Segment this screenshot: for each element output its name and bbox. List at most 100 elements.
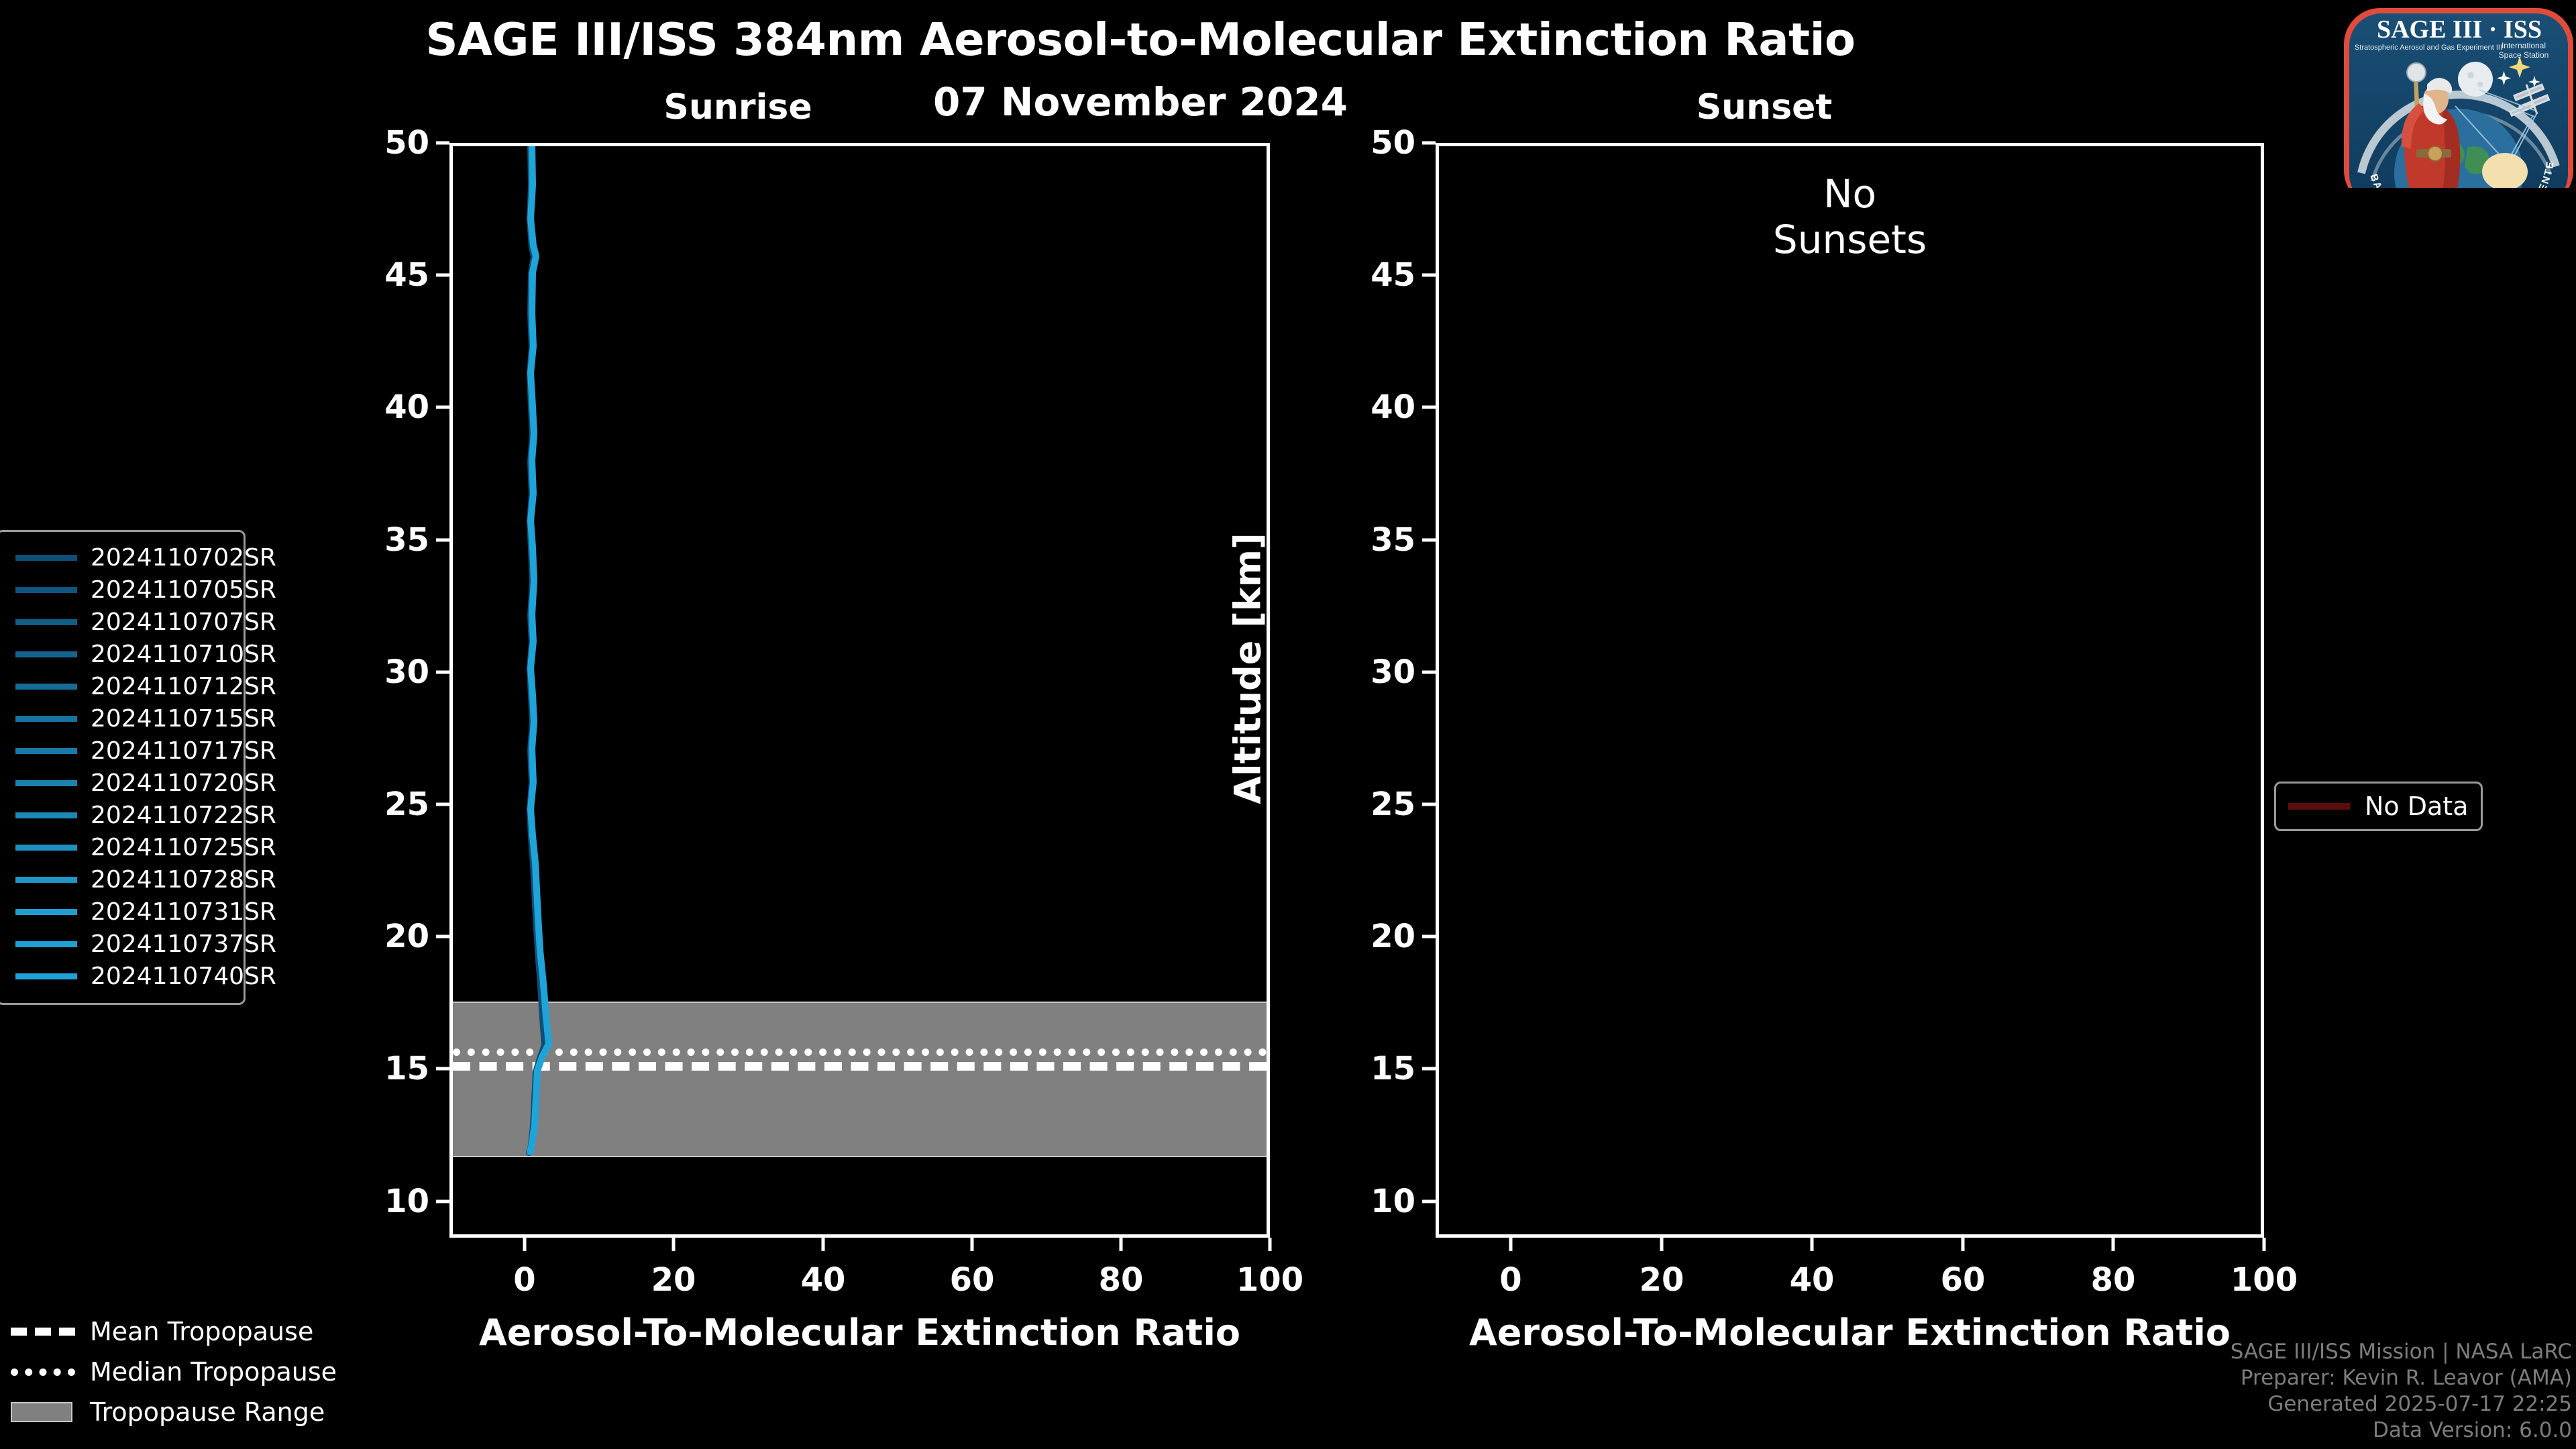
xtick-label-sunset-60: 60 (1940, 1261, 1986, 1299)
no-data-label: No Data (2365, 792, 2469, 821)
ytick-mark-sunset-50 (1422, 141, 1436, 145)
ytick-label-sunrise-25: 25 (384, 786, 429, 823)
sunset-plot-canvas (1439, 146, 2261, 1234)
tropopause-legend-mean-row: Mean Tropopause (11, 1311, 386, 1352)
ytick-mark-sunset-35 (1422, 538, 1436, 542)
legend-item[interactable]: 2024110728SR (5, 863, 276, 896)
svg-text:Space Station: Space Station (2499, 50, 2549, 60)
legend-item[interactable]: 2024110707SR (5, 606, 276, 638)
xtick-mark-sunset-80 (2111, 1238, 2115, 1251)
ytick-label-sunset-20: 20 (1371, 918, 1415, 955)
xtick-mark-sunset-40 (1810, 1238, 1814, 1251)
filled-band-icon (11, 1402, 75, 1422)
legend-line-swatch (15, 619, 77, 625)
legend-item-label: 2024110740SR (91, 962, 276, 990)
ytick-mark-sunrise-30 (436, 670, 449, 674)
credit-version: Data Version: 6.0.0 (2372, 1417, 2572, 1442)
ytick-label-sunrise-40: 40 (384, 388, 429, 426)
ytick-label-sunrise-20: 20 (384, 918, 429, 955)
ytick-label-sunset-50: 50 (1371, 124, 1415, 162)
legend-item[interactable]: 2024110725SR (5, 831, 276, 863)
ytick-mark-sunset-25 (1422, 802, 1436, 806)
legend-item[interactable]: 2024110710SR (5, 638, 276, 670)
ytick-label-sunrise-45: 45 (384, 256, 429, 294)
legend-item[interactable]: 2024110720SR (5, 767, 276, 799)
sunset-yaxis-title: Altitude [km] (1226, 533, 1269, 804)
ytick-label-sunrise-50: 50 (384, 124, 429, 162)
legend-line-swatch (15, 844, 77, 851)
page-title: SAGE III/ISS 384nm Aerosol-to-Molecular … (425, 13, 1856, 66)
legend-item-label: 2024110705SR (91, 576, 276, 604)
ytick-mark-sunset-40 (1422, 405, 1436, 409)
legend-item-label: 2024110725SR (91, 833, 276, 861)
ytick-label-sunset-35: 35 (1371, 521, 1415, 559)
credit-generated: Generated 2025-07-17 22:25 (2267, 1391, 2572, 1416)
credit-preparer: Preparer: Kevin R. Leavor (AMA) (2240, 1365, 2572, 1390)
ytick-mark-sunrise-20 (436, 934, 449, 938)
median-tropopause-label: Median Tropopause (90, 1357, 337, 1387)
legend-item[interactable]: 2024110715SR (5, 702, 276, 735)
legend-item-label: 2024110737SR (91, 930, 276, 958)
legend-line-swatch (15, 586, 77, 593)
legend-line-swatch (15, 683, 77, 690)
xtick-label-sunrise-80: 80 (1098, 1261, 1144, 1299)
legend-item[interactable]: 2024110702SR (5, 541, 276, 574)
xtick-label-sunset-0: 0 (1499, 1261, 1522, 1299)
ytick-label-sunrise-35: 35 (384, 521, 429, 559)
legend-item[interactable]: 2024110740SR (5, 960, 276, 992)
ytick-mark-sunset-45 (1422, 273, 1436, 277)
credit-mission: SAGE III/ISS Mission | NASA LaRC (2230, 1339, 2572, 1364)
legend-item-label: 2024110731SR (91, 898, 276, 926)
ytick-mark-sunrise-15 (436, 1067, 449, 1071)
legend-item-label: 2024110720SR (91, 769, 276, 797)
legend-item-label: 2024110710SR (91, 640, 276, 668)
legend-item[interactable]: 2024110705SR (5, 574, 276, 606)
sage-iii-iss-mission-patch-logo: BALL · NASA LANGLEY RESEARCH CENTER · ES… (2341, 5, 2576, 188)
legend-line-swatch (15, 876, 77, 883)
legend-item[interactable]: 2024110717SR (5, 735, 276, 767)
ytick-label-sunset-25: 25 (1371, 786, 1415, 823)
legend-line-swatch (15, 812, 77, 818)
xtick-label-sunrise-0: 0 (513, 1261, 536, 1299)
xtick-mark-sunrise-60 (970, 1238, 974, 1251)
ytick-label-sunset-45: 45 (1371, 256, 1415, 294)
tropopause-legend-range-row: Tropopause Range (11, 1392, 386, 1432)
ytick-mark-sunset-20 (1422, 934, 1436, 938)
ytick-label-sunrise-15: 15 (384, 1050, 429, 1087)
ytick-mark-sunset-10 (1422, 1199, 1436, 1203)
xtick-mark-sunset-100 (2262, 1238, 2266, 1251)
sunrise-panel-heading: Sunrise (663, 87, 812, 127)
legend-line-swatch (15, 651, 77, 657)
ytick-label-sunset-30: 30 (1371, 653, 1415, 691)
legend-item[interactable]: 2024110712SR (5, 670, 276, 702)
no-sunsets-message: No Sunsets (1772, 171, 1927, 263)
xtick-mark-sunset-20 (1660, 1238, 1664, 1251)
legend-line-swatch (15, 747, 77, 754)
legend-item-label: 2024110712SR (91, 672, 276, 700)
xtick-label-sunset-100: 100 (2230, 1261, 2298, 1299)
svg-text:International: International (2502, 41, 2546, 50)
series-legend[interactable]: 2024110702SR 2024110705SR 2024110707SR 2… (0, 530, 276, 1005)
xtick-mark-sunrise-20 (672, 1238, 676, 1251)
tropopause-legend: Mean Tropopause Median Tropopause Tropop… (11, 1311, 386, 1432)
legend-item[interactable]: 2024110731SR (5, 896, 276, 928)
xtick-mark-sunrise-80 (1119, 1238, 1123, 1251)
xtick-mark-sunset-0 (1509, 1238, 1513, 1251)
xtick-label-sunrise-40: 40 (800, 1261, 846, 1299)
tropopause-range-band-sunrise (453, 1002, 1267, 1157)
mean-tropopause-label: Mean Tropopause (90, 1317, 314, 1346)
legend-item[interactable]: 2024110722SR (5, 799, 276, 831)
no-data-legend[interactable]: No Data (2274, 782, 2483, 831)
legend-item-label: 2024110707SR (91, 608, 276, 636)
xtick-label-sunset-40: 40 (1789, 1261, 1835, 1299)
ytick-mark-sunrise-10 (436, 1199, 449, 1203)
sunrise-profile-curves (526, 146, 552, 1156)
mission-patch-svg: BALL · NASA LANGLEY RESEARCH CENTER · ES… (2344, 8, 2573, 188)
legend-item[interactable]: 2024110737SR (5, 928, 276, 960)
sunrise-plot-canvas (453, 146, 1267, 1234)
legend-item-label: 2024110702SR (91, 543, 276, 572)
ytick-mark-sunrise-45 (436, 273, 449, 277)
date-subtitle: 07 November 2024 (933, 79, 1348, 125)
ytick-mark-sunrise-40 (436, 405, 449, 409)
legend-item-label: 2024110715SR (91, 704, 276, 733)
